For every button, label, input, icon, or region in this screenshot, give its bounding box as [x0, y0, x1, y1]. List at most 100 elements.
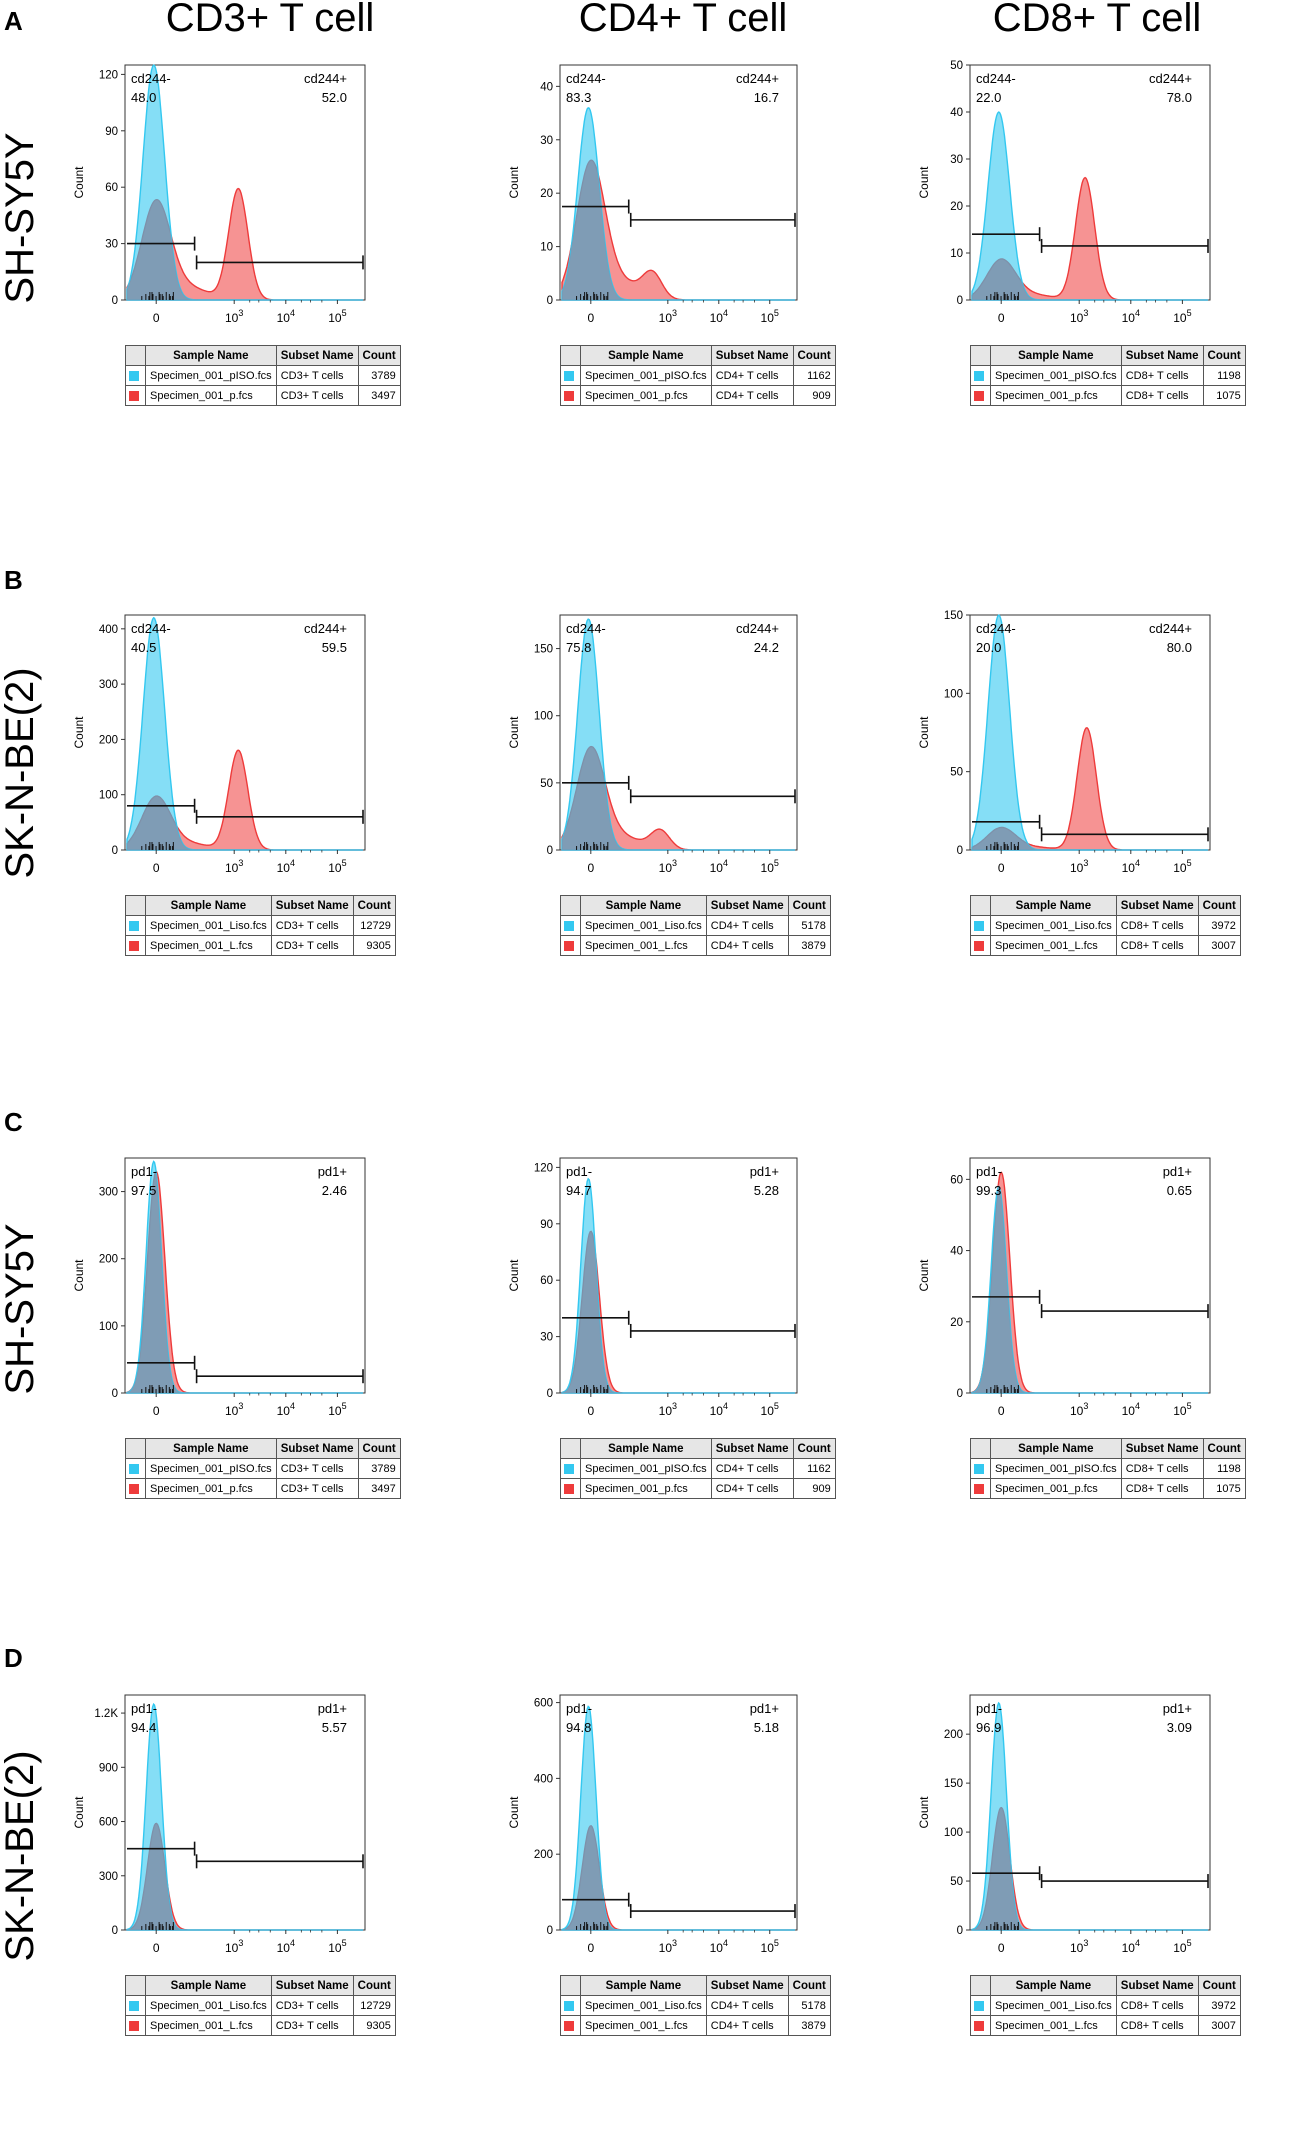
- x-axis-label: Comp-PE-Cy7-A :: pd1: [1026, 1964, 1153, 1965]
- y-tick-label: 60: [105, 182, 118, 194]
- legend-count-cell: 3497: [357, 1478, 401, 1499]
- legend-row: Specimen_001_Liso.fcs CD3+ T cells 12729: [125, 915, 396, 936]
- y-tick-label: 20: [950, 201, 963, 213]
- x-tick-label: 0: [153, 861, 160, 875]
- gate-negative-percent: 20.0: [976, 640, 1001, 655]
- gate-positive-name: cd244+: [1149, 621, 1192, 636]
- legend-header-count: Count: [792, 1438, 836, 1459]
- legend-row: Specimen_001_L.fcs CD8+ T cells 3007: [970, 935, 1241, 956]
- x-tick-label: 103: [659, 1938, 677, 1955]
- x-tick-label: 103: [1070, 308, 1088, 325]
- legend-subset-cell: CD4+ T cells: [710, 365, 794, 386]
- legend-swatch-cell: [970, 1458, 991, 1479]
- gate-negative-percent: 99.3: [976, 1183, 1001, 1198]
- histogram-chart-7: pd1- 97.5 pd1+ 2.46 0 100 200 300 Count 0 103 104 10…: [72, 1157, 366, 1428]
- x-tick-label: 104: [277, 1401, 295, 1418]
- legend-subset-cell: CD8+ T cells: [1115, 915, 1199, 936]
- legend-count-cell: 5178: [787, 1995, 831, 2016]
- histogram-chart-1: cd244- 48.0 cd244+ 52.0 0 30 60 90 120 Count 0 103 1…: [72, 64, 366, 335]
- x-tick-label: 105: [328, 858, 346, 875]
- legend-sample-cell: Specimen_001_L.fcs: [990, 2015, 1117, 2036]
- legend-row: Specimen_001_L.fcs CD4+ T cells 3879: [560, 935, 831, 956]
- legend-sample-cell: Specimen_001_pISO.fcs: [580, 365, 712, 386]
- gate-positive-name: pd1+: [750, 1701, 779, 1716]
- y-tick-label: 0: [112, 295, 118, 307]
- y-tick-label: 50: [950, 1876, 963, 1888]
- y-tick-label: 150: [944, 610, 963, 622]
- y-axis-label: Count: [917, 1796, 931, 1829]
- isotype-color-swatch: [129, 920, 139, 931]
- legend-sample-cell: Specimen_001_pISO.fcs: [145, 365, 277, 386]
- legend-row: Specimen_001_L.fcs CD3+ T cells 9305: [125, 2015, 396, 2036]
- legend-subset-cell: CD4+ T cells: [710, 1478, 794, 1499]
- x-tick-label: 105: [1173, 1401, 1191, 1418]
- legend-swatch-cell: [125, 935, 146, 956]
- y-tick-label: 0: [112, 1925, 118, 1937]
- x-tick-label: 0: [153, 1941, 160, 1955]
- legend-header-subset: Subset Name: [710, 1438, 794, 1459]
- legend-header-subset: Subset Name: [1115, 1975, 1199, 1996]
- legend-count-cell: 3007: [1197, 935, 1241, 956]
- legend-subset-cell: CD3+ T cells: [275, 385, 359, 406]
- legend-row: Specimen_001_Liso.fcs CD4+ T cells 5178: [560, 915, 831, 936]
- y-tick-label: 200: [99, 1254, 118, 1266]
- x-tick-label: 105: [761, 858, 779, 875]
- legend-swatch-cell: [560, 365, 581, 386]
- y-axis-label: Count: [72, 716, 86, 749]
- y-tick-label: 40: [540, 81, 553, 93]
- legend-subset-cell: CD4+ T cells: [710, 385, 794, 406]
- panel-letter-a: A: [4, 6, 23, 36]
- legend-row: Specimen_001_L.fcs CD3+ T cells 9305: [125, 935, 396, 956]
- y-tick-label: 20: [950, 1317, 963, 1329]
- legend-sample-cell: Specimen_001_L.fcs: [145, 2015, 272, 2036]
- x-tick-label: 104: [1122, 1938, 1140, 1955]
- histogram-chart-5: cd244- 75.8 cd244+ 24.2 0 50 100 150 Count 0 103 10…: [507, 614, 798, 885]
- legend-swatch-cell: [560, 2015, 581, 2036]
- legend-sample-cell: Specimen_001_L.fcs: [990, 935, 1117, 956]
- legend-header-swatch: [125, 345, 146, 366]
- gate-negative-name: pd1-: [131, 1164, 157, 1179]
- x-tick-label: 0: [998, 861, 1005, 875]
- legend-count-cell: 3497: [357, 385, 401, 406]
- x-axis-label: Comp-PE-A :: cd244: [622, 884, 736, 885]
- legend-row: Specimen_001_p.fcs CD3+ T cells 3497: [125, 385, 401, 406]
- legend-header-sample: Sample Name: [990, 345, 1122, 366]
- legend-header-swatch: [560, 1438, 581, 1459]
- legend-header-row: Sample Name Subset Name Count: [970, 345, 1246, 366]
- stained-color-swatch: [129, 1483, 139, 1494]
- legend-swatch-cell: [970, 1478, 991, 1499]
- legend-subset-cell: CD8+ T cells: [1115, 1995, 1199, 2016]
- legend-subset-cell: CD8+ T cells: [1120, 1458, 1204, 1479]
- stained-color-swatch: [564, 1483, 574, 1494]
- x-tick-label: 0: [998, 311, 1005, 325]
- y-axis-label: Count: [917, 166, 931, 199]
- legend-row: Specimen_001_Liso.fcs CD3+ T cells 12729: [125, 1995, 396, 2016]
- legend-subset-cell: CD4+ T cells: [710, 1458, 794, 1479]
- legend-count-cell: 3972: [1197, 915, 1241, 936]
- y-axis-label: Count: [507, 166, 521, 199]
- legend-row: Specimen_001_L.fcs CD8+ T cells 3007: [970, 2015, 1241, 2036]
- gate-negative-percent: 48.0: [131, 90, 156, 105]
- legend-row: Specimen_001_Liso.fcs CD8+ T cells 3972: [970, 1995, 1241, 2016]
- y-tick-label: 60: [950, 1174, 963, 1186]
- y-tick-label: 900: [99, 1762, 118, 1774]
- legend-table: Sample Name Subset Name Count Specimen_001_…: [560, 1975, 831, 2036]
- legend-row: Specimen_001_pISO.fcs CD3+ T cells 3789: [125, 1458, 401, 1479]
- legend-header-sample: Sample Name: [990, 1438, 1122, 1459]
- x-tick-label: 105: [1173, 1938, 1191, 1955]
- isotype-color-swatch: [564, 370, 574, 381]
- legend-swatch-cell: [970, 1995, 991, 2016]
- legend-header-subset: Subset Name: [270, 1975, 354, 1996]
- gate-positive-percent: 59.5: [322, 640, 347, 655]
- x-tick-label: 105: [761, 308, 779, 325]
- legend-header-swatch: [560, 345, 581, 366]
- y-tick-label: 0: [547, 295, 553, 307]
- panel-letter-c: C: [4, 1107, 23, 1137]
- gate-positive-percent: 52.0: [322, 90, 347, 105]
- legend-header-sample: Sample Name: [580, 1975, 707, 1996]
- gate-negative-percent: 22.0: [976, 90, 1001, 105]
- legend-header-row: Sample Name Subset Name Count: [125, 895, 396, 916]
- y-tick-label: 0: [957, 295, 963, 307]
- overlap-region: [562, 1825, 795, 1930]
- gate-negative-percent: 97.5: [131, 1183, 156, 1198]
